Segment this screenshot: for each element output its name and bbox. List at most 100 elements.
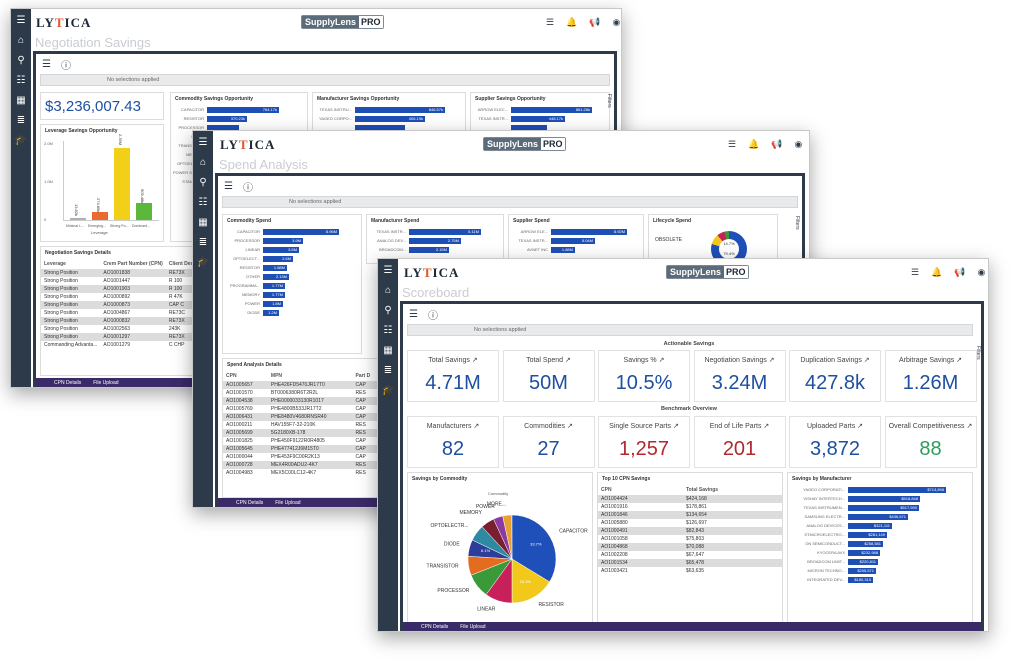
kpi-card[interactable]: Uploaded Parts ↗ 3,872 (789, 416, 881, 468)
table-row[interactable]: AO1004983 MEX5C00LC12-4K7 RES (223, 469, 381, 477)
kpi-card[interactable]: Single Source Parts ↗ 1,257 (598, 416, 690, 468)
table-row[interactable]: AO1005769 PHE4800B533JR17T2 CAP (223, 405, 381, 413)
bar-row[interactable]: AVNET INC 1.88M (511, 245, 641, 254)
bar-row[interactable]: MICRON TECHNO... $205,571 (790, 566, 970, 575)
search-dollar-icon[interactable]: ⚲ (384, 305, 392, 316)
table-row[interactable]: Strong Position AO1001838 RE73X (41, 269, 215, 277)
table-row[interactable]: AO1006431 PHE8480V4680RNSR40 CAP (223, 413, 381, 421)
kpi-card[interactable]: Duplication Savings ↗ 427.8k (789, 350, 881, 402)
bar-row[interactable]: INTEGRATED DEV... $180,315 (790, 575, 970, 584)
kpi-card[interactable]: Arbitrage Savings ↗ 1.26M (884, 350, 977, 402)
calculator-icon[interactable]: ▦ (16, 95, 26, 106)
tab-cpn-details[interactable]: CPN Details (236, 499, 264, 506)
leverage-bar[interactable]: 2.39M (114, 134, 130, 220)
filters-toggle[interactable]: Filters (794, 216, 800, 230)
table-row[interactable]: Strong Position AO1000892 R 47K (41, 293, 215, 301)
table-row[interactable]: Strong Position AO1000873 CAP C (41, 301, 215, 309)
kpi-card[interactable]: Negotiation Savings ↗ 3.24M (693, 350, 786, 402)
menu-icon[interactable]: ☰ (16, 15, 26, 26)
leverage-bar[interactable]: 509.48k (136, 189, 152, 220)
graduation-cap-icon[interactable]: 🎓 (381, 385, 395, 396)
table-row[interactable]: AO1005645 PHE477412J6M15T0 CAP (223, 445, 381, 453)
bar-row[interactable]: ARROW ELEC... 861.26k (473, 105, 607, 114)
table-row[interactable]: AO1005699 5G2180XB-178 RES (223, 429, 381, 437)
search-dollar-icon[interactable]: ⚲ (199, 177, 207, 188)
bar-row[interactable]: BROADCOM... 2.15M (369, 245, 501, 254)
search-dollar-icon[interactable]: ⚲ (17, 55, 25, 66)
kpi-card[interactable]: End of Life Parts ↗ 201 (693, 416, 786, 468)
bar-row[interactable]: OTHER 2.13M (225, 272, 359, 281)
bar-row[interactable] (315, 123, 463, 132)
pie-slice[interactable] (511, 514, 557, 583)
home-icon[interactable]: ⌂ (199, 157, 207, 168)
hamburger-icon[interactable]: ☰ (224, 181, 233, 192)
table-row[interactable]: AO1001846 $134,654 (598, 511, 782, 519)
bar-row[interactable]: VISHAY INTERTECH... $518,848 (790, 494, 970, 503)
list-icon[interactable]: ☰ (728, 139, 737, 149)
bar-row[interactable]: LINEAR 3.5M (225, 245, 359, 254)
user-icon[interactable]: ◉ (977, 267, 986, 277)
hamburger-icon[interactable]: ☰ (409, 309, 418, 320)
table-row[interactable]: AO1001570 BT0006380R6T2R2L RES (223, 389, 381, 397)
tab-file-upload[interactable]: File Upload (93, 379, 119, 386)
table-row[interactable]: AO1003421 $63,635 (598, 567, 782, 575)
bar-row[interactable]: TEXAS INSTR... 5.11M (369, 227, 501, 236)
list-icon[interactable]: ☰ (911, 267, 920, 277)
leverage-bar[interactable]: 13.82k (70, 204, 86, 220)
bell-icon[interactable]: 🔔 (566, 17, 578, 27)
table-row[interactable]: AO1001534 $65,478 (598, 559, 782, 567)
bar-row[interactable]: TEXAS INSTR... 5.04M (511, 236, 641, 245)
kpi-card[interactable]: Manufacturers ↗ 82 (407, 416, 499, 468)
bell-icon[interactable]: 🔔 (748, 139, 760, 149)
table-row[interactable]: AO1004424 $424,168 (598, 495, 782, 503)
kpi-card[interactable]: Overall Competitiveness ↗ 88 (884, 416, 977, 468)
table-row[interactable]: AO1001916 $178,861 (598, 503, 782, 511)
bar-row[interactable]: PROCESSOR 3.9M (225, 236, 359, 245)
kpi-card[interactable]: Total Spend ↗ 50M (502, 350, 595, 402)
info-icon[interactable]: ⓘ (242, 183, 253, 194)
home-icon[interactable]: ⌂ (384, 285, 392, 296)
info-icon[interactable]: ⓘ (427, 311, 438, 322)
sitemap-icon[interactable]: ☷ (383, 325, 393, 336)
table-row[interactable]: AO1001058 $75,803 (598, 535, 782, 543)
user-icon[interactable]: ◉ (794, 139, 803, 149)
home-icon[interactable]: ⌂ (17, 35, 25, 46)
table-row[interactable]: AO1004538 PHE0000033130R1017 CAP (223, 397, 381, 405)
bar-row[interactable]: OPTOELECT... 2.6M (225, 254, 359, 263)
bar-row[interactable]: PROCESSOR (173, 123, 305, 132)
bar-row[interactable]: MEMORY 1.77M (225, 290, 359, 299)
bar-row[interactable]: DIODE 1.2M (225, 308, 359, 317)
tab-cpn-details[interactable]: CPN Details (421, 623, 449, 630)
calculator-icon[interactable]: ▦ (383, 345, 393, 356)
bar-row[interactable]: YAGEO CORPO... 406.19k (315, 114, 463, 123)
kpi-card[interactable]: Commodities ↗ 27 (502, 416, 595, 468)
pie-slice[interactable] (502, 514, 513, 560)
table-row[interactable]: AO1004868 $70,088 (598, 543, 782, 551)
bar-row[interactable]: KYOCERA AVX $232,988 (790, 548, 970, 557)
database-icon[interactable]: ≣ (198, 237, 208, 248)
user-icon[interactable]: ◉ (612, 17, 621, 27)
table-row[interactable]: AO1000211 HAV155F7-32-210K RES (223, 421, 381, 429)
table-row[interactable]: Strong Position AO1004867 RE73C (41, 309, 215, 317)
table-row[interactable]: Strong Position AO1000832 RE73X (41, 317, 215, 325)
table-row[interactable]: AO1002208 $67,647 (598, 551, 782, 559)
bar-row[interactable]: CAPACITOR 764.17k (173, 105, 305, 114)
bar-row[interactable]: TEXAS INSTR... 448.17k (473, 114, 607, 123)
kpi-card[interactable]: Savings % ↗ 10.5% (598, 350, 690, 402)
bar-row[interactable]: POWER 1.8M (225, 299, 359, 308)
list-icon[interactable]: ☰ (546, 17, 555, 27)
table-row[interactable]: Strong Position AO1001297 RE73X (41, 333, 215, 341)
bar-row[interactable]: TEXAS INSTRU... 846.57k (315, 105, 463, 114)
megaphone-icon[interactable]: 📢 (954, 267, 966, 277)
hamburger-icon[interactable]: ☰ (42, 59, 51, 70)
filters-toggle[interactable]: Filters (975, 346, 981, 360)
database-icon[interactable]: ≣ (383, 365, 393, 376)
bar-row[interactable] (473, 123, 607, 132)
bar-row[interactable]: CAPACITOR 8.96M (225, 227, 359, 236)
table-row[interactable]: Strong Position AO1002563 243K (41, 325, 215, 333)
bell-icon[interactable]: 🔔 (931, 267, 943, 277)
filters-toggle[interactable]: Filters (606, 94, 612, 108)
bar-row[interactable]: ARROW ELE... 8.92M (511, 227, 641, 236)
bar-row[interactable]: RESISTOR 1.88M (225, 263, 359, 272)
bar-row[interactable]: BROADCOM LIMIT... $220,811 (790, 557, 970, 566)
